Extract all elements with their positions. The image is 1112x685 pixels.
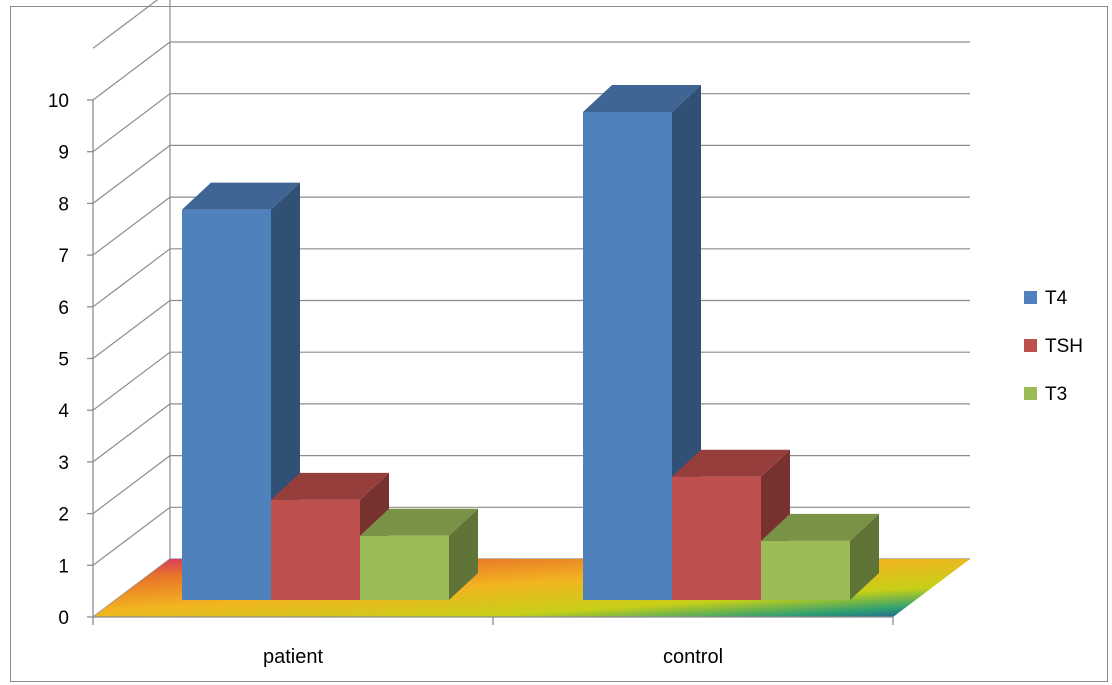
y-tick-label: 2 xyxy=(58,505,69,526)
gridline-side xyxy=(92,0,159,49)
bars-layer xyxy=(182,85,879,600)
bar-t3-patient xyxy=(360,508,478,600)
bar-front-face xyxy=(271,499,360,600)
bar-front-face xyxy=(761,540,850,600)
gridline-side xyxy=(92,506,171,566)
y-tick-label: 3 xyxy=(58,453,69,474)
gridline-side xyxy=(92,196,171,256)
bar-top-face xyxy=(672,449,790,477)
y-tick-label: 6 xyxy=(58,298,69,319)
legend-swatch-tsh xyxy=(1024,339,1037,352)
legend-label-t4: T4 xyxy=(1045,288,1068,309)
legend-label-tsh: TSH xyxy=(1045,336,1083,357)
bar-front-face xyxy=(360,535,449,600)
y-tick-label: 1 xyxy=(58,556,69,577)
y-tick-label: 9 xyxy=(58,143,69,164)
gridline-side xyxy=(92,144,171,204)
y-tick-label: 7 xyxy=(58,246,69,267)
gridline-side xyxy=(92,351,171,411)
legend-swatch-t3 xyxy=(1024,387,1037,400)
bar-top-face xyxy=(583,85,701,112)
y-tick-label: 5 xyxy=(58,350,69,371)
bar-front-face xyxy=(182,209,271,600)
bar-t3-control xyxy=(761,513,879,600)
gridline-side xyxy=(92,41,171,101)
bar-side-face xyxy=(850,513,879,600)
y-tick-label: 4 xyxy=(58,401,69,422)
bar-top-face xyxy=(360,508,478,536)
y-tick-label: 0 xyxy=(58,608,69,629)
gridline-side xyxy=(92,300,171,359)
gridline-side xyxy=(92,93,171,153)
y-tick-label: 8 xyxy=(58,194,69,215)
labels-layer: 0 1 2 3 4 5 6 7 8 9 10 patient control xyxy=(48,91,723,668)
gridline-side xyxy=(92,248,171,308)
bar-top-face xyxy=(182,182,300,210)
gridline-side xyxy=(92,403,171,463)
axis-layer xyxy=(87,99,894,625)
bar-side-face xyxy=(449,508,478,600)
gridline-side xyxy=(92,455,171,515)
legend-swatch-t4 xyxy=(1024,291,1037,304)
x-category-label: control xyxy=(663,646,723,668)
y-tick-label: 10 xyxy=(48,91,69,112)
bar-front-face xyxy=(583,112,672,600)
bar-top-face xyxy=(761,513,879,541)
bar-top-face xyxy=(271,472,389,500)
legend-layer: T4 TSH T3 xyxy=(1024,288,1083,405)
legend-label-t3: T3 xyxy=(1045,384,1067,405)
x-category-label: patient xyxy=(263,646,323,668)
grid-layer xyxy=(92,0,970,618)
bar-front-face xyxy=(672,476,761,600)
bar-tsh-control xyxy=(672,449,790,600)
